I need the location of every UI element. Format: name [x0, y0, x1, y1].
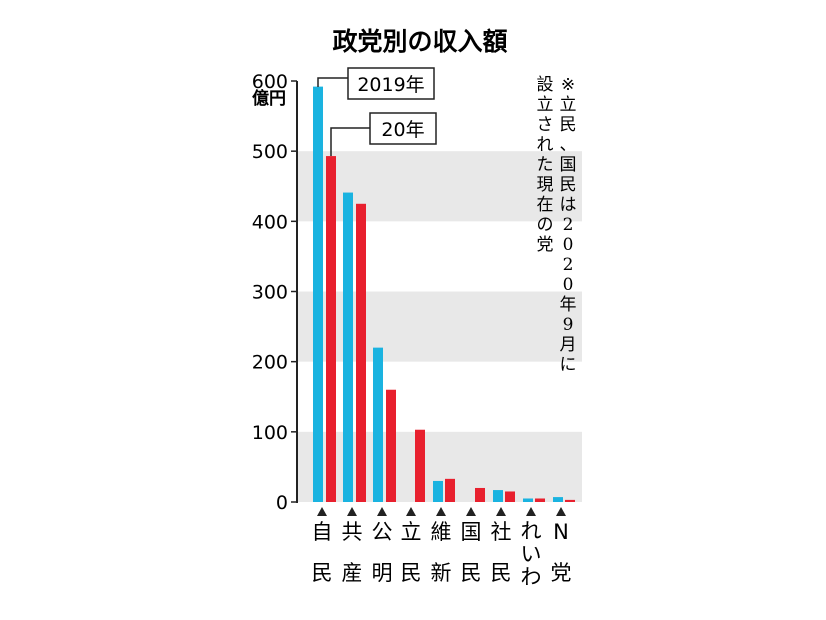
note-char: 在: [537, 195, 554, 215]
bar-series1: [553, 497, 563, 502]
category-label: 社: [491, 520, 512, 544]
category-marker: [556, 507, 566, 516]
bar-series2: [356, 203, 366, 502]
category-marker: [496, 507, 506, 516]
y-tick-label: 100: [252, 422, 288, 444]
y-axis: 600 500 400 300 200 100 0: [252, 71, 298, 514]
category-label: N: [553, 520, 569, 544]
y-tick-label: 500: [252, 141, 288, 163]
note-char: 国: [560, 155, 577, 175]
bar-series2: [475, 487, 485, 502]
note-char: 立: [560, 95, 577, 115]
legend-leader-line: [317, 77, 348, 87]
y-tick-label: 400: [252, 211, 288, 233]
note-char: ※: [561, 75, 575, 95]
y-tick-label: 0: [276, 492, 288, 514]
note-char: 2: [563, 255, 574, 275]
bar-series2: [386, 389, 396, 502]
category-marker: [466, 507, 476, 516]
y-unit-label: 億円: [252, 88, 286, 109]
bar-series1: [373, 347, 383, 502]
category-label: 新: [431, 561, 452, 585]
note-char: 2: [563, 215, 574, 235]
note-char: 年: [560, 295, 577, 315]
category-label: わ: [521, 565, 542, 589]
category-label: 産: [342, 561, 363, 585]
category-label: 民: [312, 561, 333, 585]
category-label: 民: [461, 561, 482, 585]
note-char: 現: [537, 175, 554, 195]
note-char: の: [537, 215, 554, 235]
note-char: 0: [563, 235, 574, 255]
chart-title: 政党別の収入額: [332, 27, 507, 56]
category-label: 民: [401, 561, 422, 585]
category-marker: [526, 507, 536, 516]
note-char: 民: [560, 175, 577, 195]
category-label: 明: [372, 561, 393, 585]
bar-series2: [535, 498, 545, 502]
note-char: 0: [563, 275, 574, 295]
bar-series1: [313, 86, 323, 502]
legend-label: 20年: [381, 119, 424, 141]
category-label: 民: [491, 561, 512, 585]
y-tick-label: 200: [252, 352, 288, 374]
category-marker: [436, 507, 446, 516]
category-label: い: [521, 542, 542, 566]
note-char: 9: [563, 315, 574, 335]
bar-series1: [523, 498, 533, 502]
note-char: れ: [537, 135, 554, 155]
category-marker: [377, 507, 387, 516]
grid-band-1: [297, 291, 582, 362]
category-label: 公: [372, 520, 393, 544]
category-marker: [406, 507, 416, 516]
note-char: に: [560, 355, 577, 375]
bar-series2: [505, 491, 515, 502]
category-label: 立: [401, 520, 422, 544]
y-tick-label: 600: [252, 71, 288, 93]
note-char: 、: [560, 135, 577, 155]
bar-series1: [493, 490, 503, 502]
legend-box: [347, 67, 435, 100]
note-char: 立: [537, 95, 554, 115]
legend-leader-line: [330, 127, 370, 156]
legend-box: [369, 112, 437, 145]
bar-series1: [433, 480, 443, 502]
note-char: 民: [560, 115, 577, 135]
bar-series1: [343, 192, 353, 502]
category-label: 党: [551, 561, 572, 585]
note-char: た: [537, 155, 554, 175]
category-label: れ: [521, 519, 542, 543]
category-label: 共: [342, 520, 363, 544]
bar-series2: [415, 429, 425, 502]
category-label: 国: [461, 520, 482, 544]
note-char: 党: [537, 235, 554, 255]
bar-series2: [565, 499, 575, 502]
category-label: 自: [312, 520, 333, 544]
bar-series2: [326, 156, 336, 502]
category-marker: [347, 507, 357, 516]
category-marker: [317, 507, 327, 516]
bars: [313, 86, 575, 502]
y-tick-label: 300: [252, 282, 288, 304]
category-label: 維: [431, 520, 452, 544]
note-char: 設: [537, 75, 554, 95]
legend: 2019年 20年: [317, 67, 437, 156]
note-char: 月: [560, 335, 577, 355]
note-char: は: [560, 195, 577, 215]
bar-series2: [445, 478, 455, 502]
legend-label: 2019年: [357, 74, 424, 96]
note-char: さ: [537, 115, 554, 135]
